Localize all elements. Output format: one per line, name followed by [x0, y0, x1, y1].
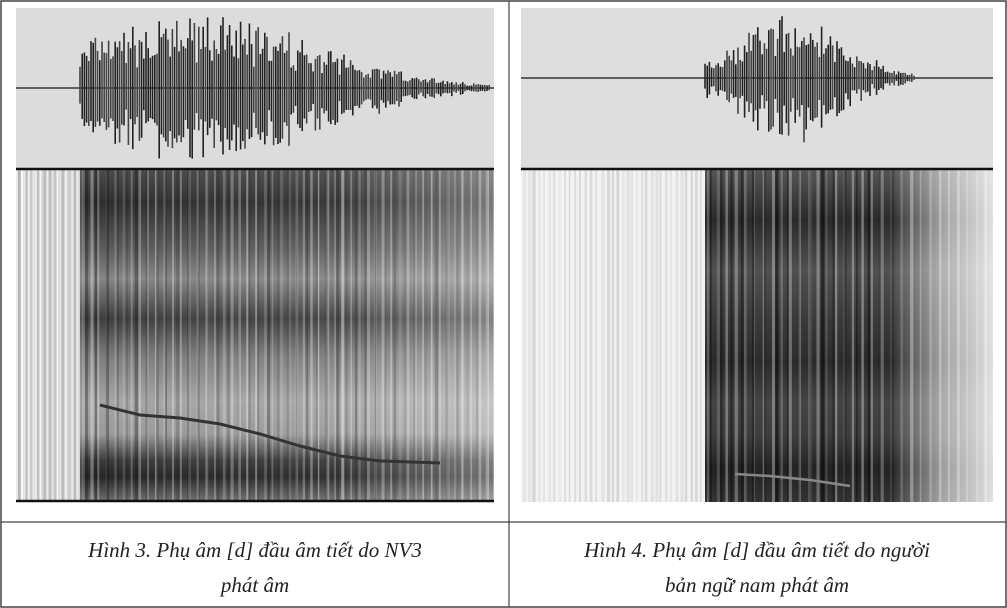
striation — [636, 170, 638, 502]
striation — [641, 170, 644, 502]
striation — [569, 170, 571, 502]
striation — [680, 170, 683, 502]
striation — [710, 170, 712, 502]
striation — [55, 170, 57, 500]
striation — [730, 170, 733, 502]
figure-table: Hình 3. Phụ âm [d] đầu âm tiết do NV3 ph… — [0, 0, 1007, 608]
striation — [720, 170, 723, 502]
striation — [43, 170, 46, 500]
striation — [76, 170, 78, 500]
striation — [574, 170, 576, 502]
striation — [538, 170, 540, 502]
striation — [725, 170, 727, 502]
caption-line: Hình 4. Phụ âm [d] đầu âm tiết do người — [583, 538, 930, 562]
striation — [833, 170, 835, 502]
striation — [532, 170, 535, 502]
striation — [21, 170, 24, 500]
striation — [607, 170, 610, 502]
striation — [868, 170, 870, 502]
striation — [744, 170, 747, 502]
striation — [659, 170, 661, 502]
striation — [861, 170, 864, 502]
striation — [764, 170, 766, 502]
striation — [655, 170, 658, 502]
striation — [852, 170, 854, 502]
spectrogram-fade — [80, 170, 494, 500]
striation — [856, 170, 858, 502]
page: Hình 3. Phụ âm [d] đầu âm tiết do NV3 ph… — [0, 0, 1007, 608]
striation — [579, 170, 581, 502]
striation — [691, 170, 693, 502]
striation — [707, 170, 709, 502]
striation — [871, 170, 873, 502]
spectrogram-fade — [890, 170, 993, 502]
striation — [523, 170, 526, 502]
striation — [880, 170, 883, 502]
striation — [61, 170, 64, 500]
striation — [626, 170, 629, 502]
striation — [676, 170, 679, 502]
striation — [528, 170, 531, 502]
striation — [30, 170, 32, 500]
striation — [879, 170, 881, 502]
striation — [39, 170, 41, 500]
striation — [844, 170, 846, 502]
striation — [741, 170, 744, 502]
striation — [775, 170, 778, 502]
striation — [595, 170, 597, 502]
striation — [772, 170, 775, 502]
striation — [48, 170, 51, 500]
striation — [670, 170, 672, 502]
striation — [601, 170, 604, 502]
caption-line: Hình 3. Phụ âm [d] đầu âm tiết do NV3 — [87, 538, 422, 562]
striation — [645, 170, 647, 502]
striation — [612, 170, 614, 502]
striation — [825, 170, 827, 502]
striation — [616, 170, 619, 502]
striation — [685, 170, 688, 502]
striation — [549, 170, 551, 502]
striation — [67, 170, 70, 500]
striation — [735, 170, 738, 502]
striation — [665, 170, 668, 502]
striation — [18, 170, 21, 500]
striation — [590, 170, 593, 502]
striation — [564, 170, 566, 502]
striation — [543, 170, 545, 502]
striation — [585, 170, 587, 502]
striation — [74, 170, 76, 500]
striation — [37, 170, 40, 500]
striation — [559, 170, 561, 502]
striation — [700, 170, 702, 502]
striation — [695, 170, 698, 502]
striation — [651, 170, 654, 502]
striation — [810, 170, 812, 502]
striation — [717, 170, 720, 502]
striation — [787, 170, 789, 502]
caption-line: bản ngữ nam phát âm — [665, 573, 849, 597]
striation — [835, 170, 837, 502]
striation — [798, 170, 800, 502]
striation — [821, 170, 824, 502]
striation — [630, 170, 632, 502]
striation — [780, 170, 783, 502]
caption-line: phát âm — [219, 573, 289, 597]
striation — [622, 170, 625, 502]
striation — [16, 170, 18, 500]
striation — [553, 170, 555, 502]
striation — [752, 170, 754, 502]
striation — [816, 170, 819, 502]
striation — [789, 170, 792, 502]
striation — [25, 170, 28, 500]
